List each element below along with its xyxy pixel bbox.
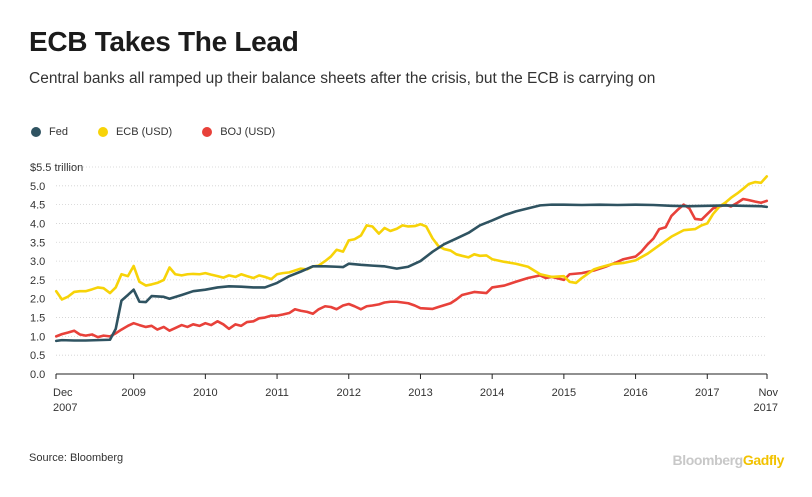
x-tick-label: Dec xyxy=(53,387,73,399)
y-tick-label: 0.0 xyxy=(30,369,45,381)
chart-title: ECB Takes The Lead xyxy=(29,26,299,57)
x-tick-label: 2014 xyxy=(480,387,504,399)
x-tick-label: 2011 xyxy=(265,387,289,399)
legend-label-ecb: ECB (USD) xyxy=(115,126,173,138)
legend-label-fed: Fed xyxy=(49,126,68,138)
legend-label-boj: BOJ (USD) xyxy=(220,126,276,138)
x-tick-label-year: 2007 xyxy=(53,402,77,414)
y-tick-label: 1.0 xyxy=(30,331,45,343)
x-tick-label-year: 2017 xyxy=(754,402,778,414)
y-tick-label: 4.0 xyxy=(30,218,45,230)
chart-subtitle: Central banks all ramped up their balanc… xyxy=(29,70,656,87)
brand-logo: BloombergGadfly xyxy=(672,452,785,468)
x-tick-label: 2009 xyxy=(121,387,145,399)
y-tick-label: 4.5 xyxy=(30,200,45,212)
legend-swatch-boj xyxy=(202,127,213,137)
series-line-fed xyxy=(54,203,769,343)
axes: $5.5 trillion 5.0 4.5 4.0 3.5 3.0 2.5 2.0 1.5 1.0… xyxy=(30,162,778,414)
legend-swatch-ecb xyxy=(97,127,108,137)
y-tick-label: 2.5 xyxy=(30,275,45,287)
x-tick-label: 2015 xyxy=(552,387,576,399)
x-tick-label: 2016 xyxy=(623,387,647,399)
y-tick-label: 2.0 xyxy=(30,294,45,306)
series-line-ecb-usd xyxy=(54,175,769,301)
series-line-boj-usd xyxy=(54,197,769,339)
x-tick-label: 2017 xyxy=(695,387,719,399)
x-tick-label: Nov xyxy=(758,387,778,399)
y-tick-label: 1.5 xyxy=(30,313,45,325)
x-tick-label: 2012 xyxy=(337,387,361,399)
legend-swatch-fed xyxy=(31,127,41,137)
brand-part1: Bloomberg xyxy=(672,452,744,468)
source-note: Source: Bloomberg xyxy=(29,452,124,464)
legend-item-fed: Fed xyxy=(31,126,68,138)
series-lines xyxy=(54,175,769,343)
y-tick-label: 5.0 xyxy=(30,181,45,193)
x-tick-label: 2013 xyxy=(408,387,432,399)
x-tick-label: 2010 xyxy=(193,387,217,399)
chart-legend: Fed ECB (USD) BOJ (USD) xyxy=(31,126,305,138)
y-tick-label: 3.0 xyxy=(30,256,45,268)
y-tick-label: 3.5 xyxy=(30,237,45,249)
y-tick-label: $5.5 trillion xyxy=(30,162,83,174)
legend-item-ecb: ECB (USD) xyxy=(97,126,173,138)
brand-part2: Gadfly xyxy=(742,452,785,468)
legend-item-boj: BOJ (USD) xyxy=(202,126,275,138)
y-tick-label: 0.5 xyxy=(30,350,45,362)
